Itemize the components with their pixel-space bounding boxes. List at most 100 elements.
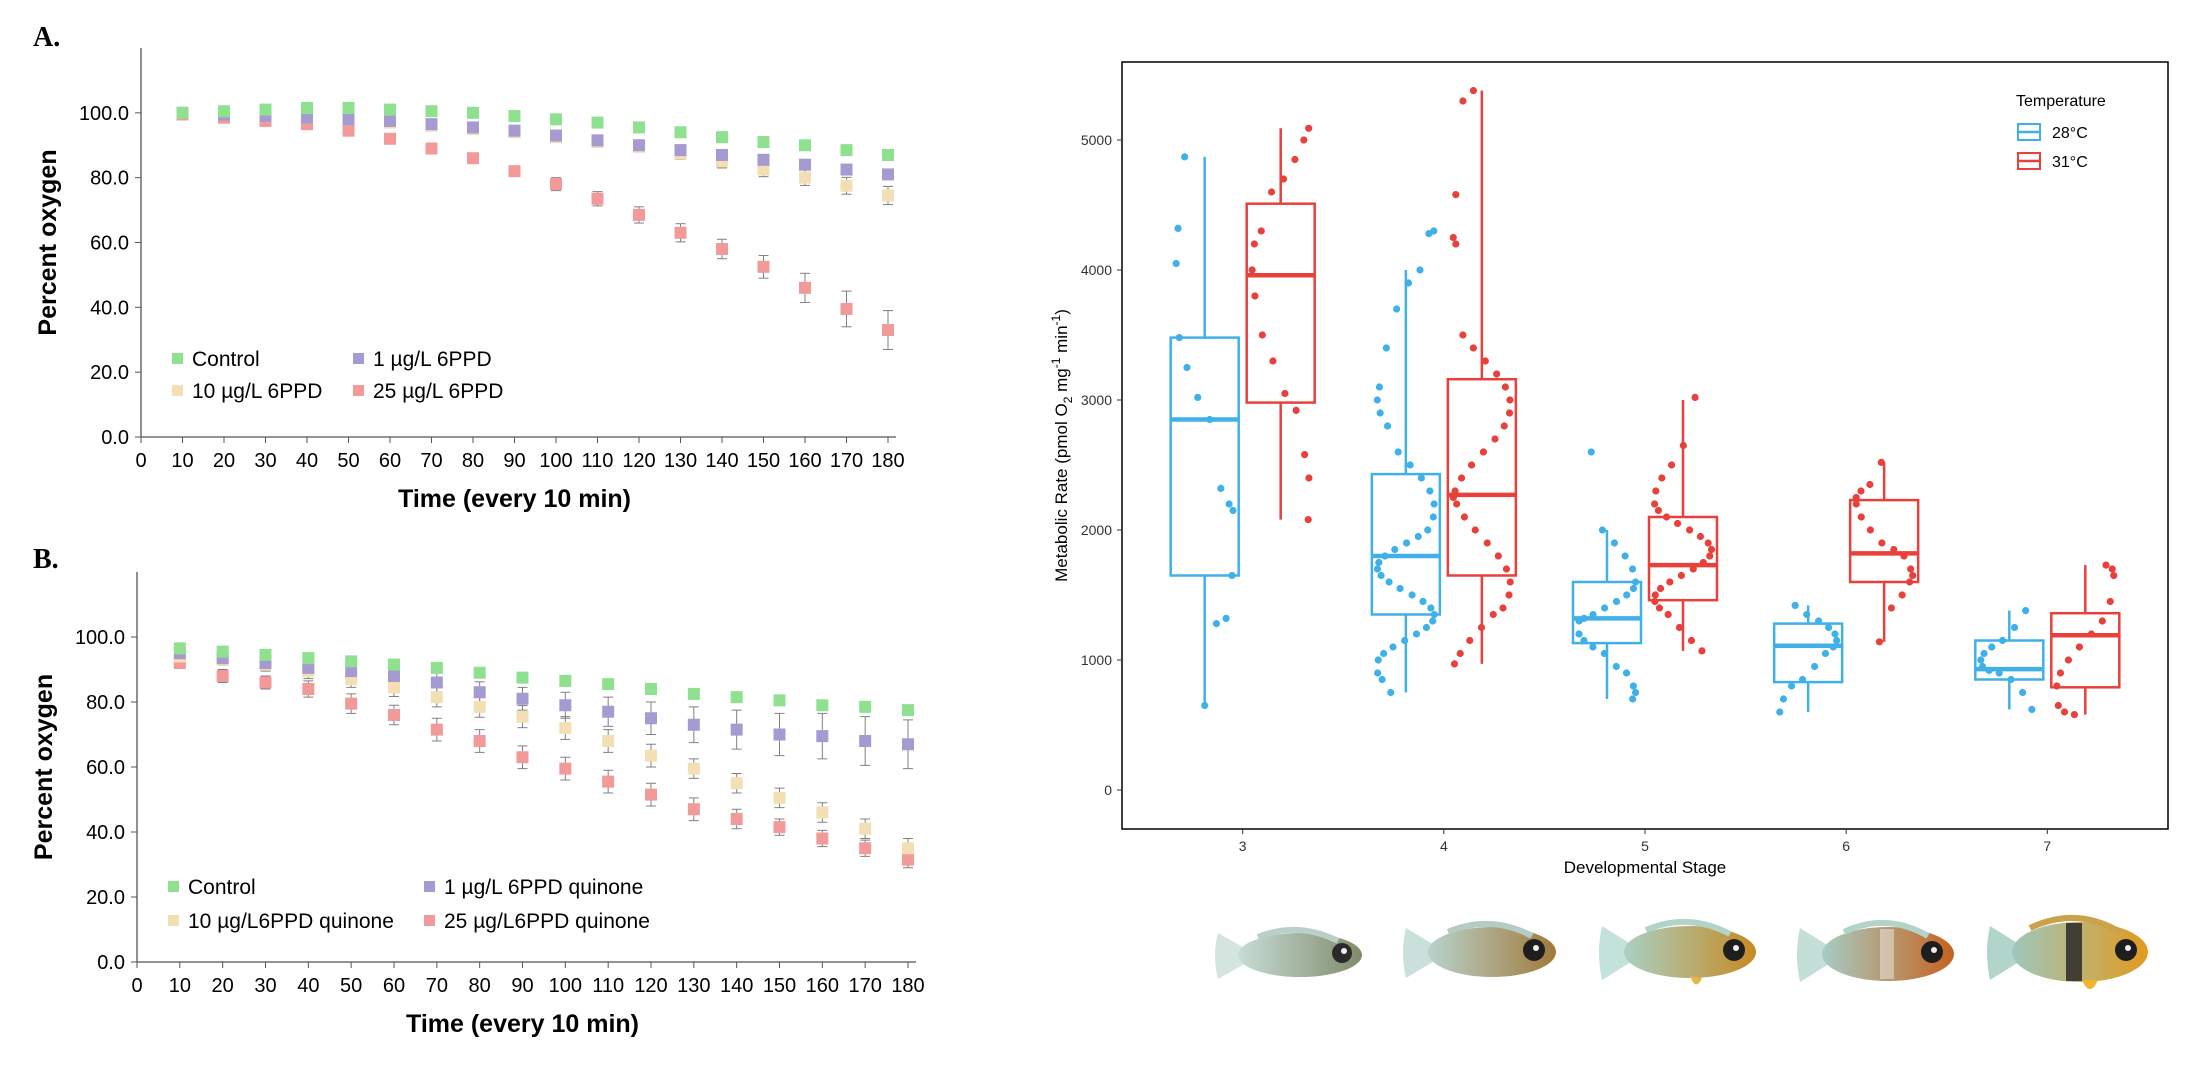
data-point-c31 bbox=[1664, 610, 1672, 619]
x-tick-label: 130 bbox=[664, 450, 697, 472]
data-point-control bbox=[342, 101, 355, 114]
data-point-mid bbox=[816, 806, 829, 819]
data-point-c28 bbox=[1385, 578, 1393, 586]
data-point-c31 bbox=[1656, 584, 1665, 593]
data-point-c31 bbox=[1875, 638, 1884, 646]
box-iqr bbox=[2050, 611, 2121, 689]
data-point-c28 bbox=[1824, 623, 1833, 632]
data-point-c31 bbox=[2102, 561, 2110, 569]
y-tick-label: 2000 bbox=[1081, 522, 1112, 538]
data-point-c31 bbox=[2106, 597, 2114, 606]
data-point-c31 bbox=[1450, 660, 1459, 668]
panel-b-chart: 0 10 20 30 40 50 60 70 80 90 100 110 120 130 140 150 160… bbox=[30, 572, 925, 1038]
x-axis-title: Developmental Stage bbox=[1564, 858, 1727, 877]
data-point-c28 bbox=[1375, 383, 1384, 391]
data-point-c31 bbox=[1459, 97, 1467, 105]
legend-item-c31: 31°C bbox=[2017, 152, 2088, 171]
data-point-c31 bbox=[1696, 532, 1705, 541]
data-point-c31 bbox=[1698, 647, 1706, 655]
data-point-low bbox=[773, 728, 786, 741]
data-point-c31 bbox=[1248, 266, 1256, 274]
data-point-c31 bbox=[1494, 552, 1502, 560]
data-point-c28 bbox=[1172, 259, 1180, 268]
y-tick-label: 60.0 bbox=[86, 757, 125, 779]
y-tick-label: 80.0 bbox=[86, 692, 125, 714]
data-point-c28 bbox=[1429, 617, 1437, 625]
data-point-c31 bbox=[1909, 571, 1917, 580]
x-tick-label: 170 bbox=[848, 975, 881, 997]
data-point-c28 bbox=[1406, 461, 1414, 469]
data-point-c31 bbox=[1457, 474, 1466, 482]
legend-item-control: Control bbox=[172, 348, 260, 371]
y-tick-label: 40.0 bbox=[90, 297, 129, 319]
data-point-control bbox=[730, 691, 743, 704]
data-point-c31 bbox=[1689, 565, 1697, 573]
box-c28-stage-7 bbox=[1974, 607, 2045, 714]
data-point-c31 bbox=[1479, 448, 1488, 456]
x-tick-label: 4 bbox=[1440, 838, 1448, 854]
data-point-control bbox=[645, 683, 657, 695]
data-point-c28 bbox=[1419, 597, 1427, 606]
data-point-mid bbox=[645, 749, 657, 762]
data-point-low bbox=[716, 148, 728, 161]
stage-3-fish bbox=[1215, 926, 1362, 979]
y-tick-label: 20.0 bbox=[90, 362, 129, 384]
data-point-c28 bbox=[1377, 571, 1385, 580]
data-point-c28 bbox=[1798, 675, 1807, 684]
data-point-c31 bbox=[1651, 591, 1659, 599]
x-tick-label: 80 bbox=[462, 450, 484, 472]
x-tick-label: 6 bbox=[1842, 838, 1850, 854]
data-point-c31 bbox=[1506, 396, 1514, 404]
data-point-c31 bbox=[1452, 240, 1460, 248]
data-point-c31 bbox=[1679, 441, 1687, 450]
data-point-c31 bbox=[1651, 597, 1659, 606]
data-point-control bbox=[301, 101, 313, 114]
legend-label: 25 µg/L6PPD quinone bbox=[444, 910, 650, 933]
data-point-c28 bbox=[1373, 396, 1381, 404]
x-tick-label: 20 bbox=[213, 450, 235, 472]
data-point-c28 bbox=[1988, 643, 1996, 651]
data-point-c31 bbox=[1501, 383, 1509, 391]
data-point-high bbox=[216, 670, 229, 682]
data-point-c28 bbox=[1374, 656, 1382, 664]
data-point-high bbox=[467, 152, 479, 165]
data-point-c31 bbox=[1857, 513, 1865, 521]
data-point-c31 bbox=[1499, 604, 1507, 612]
data-point-high bbox=[302, 683, 315, 695]
data-point-c31 bbox=[1467, 461, 1476, 469]
data-point-c28 bbox=[1430, 610, 1438, 619]
data-point-low bbox=[816, 730, 829, 743]
data-point-c28 bbox=[1631, 578, 1640, 586]
data-point-high bbox=[342, 124, 355, 137]
legend-swatch bbox=[353, 385, 364, 396]
legend-swatch bbox=[168, 881, 179, 892]
x-tick-label: 0 bbox=[131, 975, 142, 997]
y-tick-label: 0.0 bbox=[101, 427, 129, 449]
data-point-c31 bbox=[2056, 669, 2065, 677]
data-point-c31 bbox=[1491, 435, 1499, 443]
data-point-control bbox=[716, 131, 728, 144]
data-point-c28 bbox=[1396, 584, 1404, 593]
box-c31-stage-5 bbox=[1647, 393, 1719, 655]
data-point-low bbox=[882, 168, 894, 181]
data-point-control bbox=[602, 678, 615, 691]
data-point-control bbox=[176, 106, 189, 119]
y-axis-title: Metabolic Rate (pmol O2 mg-1 min-1) bbox=[1049, 309, 1075, 582]
data-point-high bbox=[645, 788, 657, 801]
data-point-high bbox=[859, 842, 872, 855]
data-point-low bbox=[302, 661, 315, 674]
data-point-c31 bbox=[1449, 233, 1457, 242]
data-point-control bbox=[816, 699, 829, 712]
data-point-mid bbox=[902, 842, 914, 855]
data-point-low bbox=[687, 718, 700, 731]
data-point-c28 bbox=[1985, 666, 1993, 675]
data-point-high bbox=[550, 178, 562, 191]
data-point-low bbox=[384, 114, 396, 127]
data-point-c28 bbox=[1821, 649, 1830, 658]
data-point-c28 bbox=[2007, 675, 2015, 684]
data-point-c31 bbox=[1250, 240, 1258, 248]
box-c28-stage-4 bbox=[1370, 227, 1442, 697]
legend-item-mid: 10 µg/L6PPD quinone bbox=[168, 910, 394, 933]
data-point-c28 bbox=[1426, 487, 1434, 495]
x-tick-label: 110 bbox=[592, 975, 624, 997]
